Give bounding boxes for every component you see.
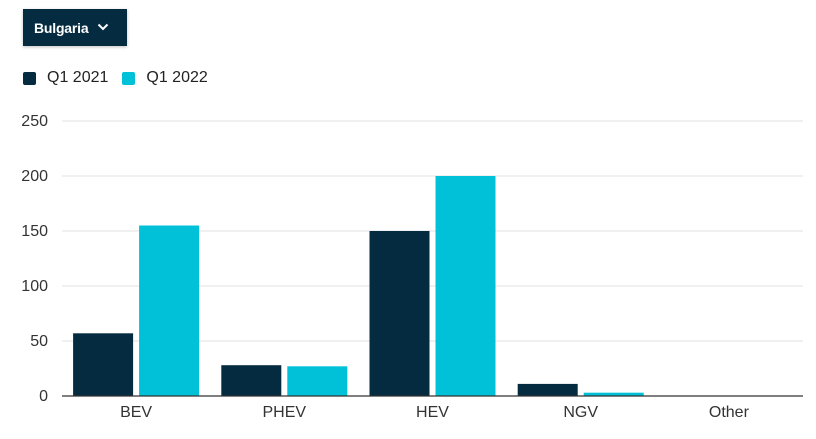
bar-ngv-q1-2022[interactable] <box>583 392 644 396</box>
bar-ngv-q1-2021[interactable] <box>517 383 578 396</box>
legend-item-q1-2022[interactable]: Q1 2022 <box>122 69 208 87</box>
y-tick-label: 250 <box>21 113 48 130</box>
bar-phev-q1-2022[interactable] <box>287 366 348 396</box>
country-dropdown[interactable]: Bulgaria <box>23 9 127 46</box>
country-dropdown-label: Bulgaria <box>34 19 89 36</box>
bar-bev-q1-2022[interactable] <box>139 225 200 397</box>
bar-phev-q1-2021[interactable] <box>221 365 282 396</box>
chart-legend: Q1 2021 Q1 2022 <box>23 69 222 87</box>
bar-bev-q1-2021[interactable] <box>73 333 134 396</box>
legend-swatch-q1-2021 <box>23 71 36 85</box>
x-tick-label: NGV <box>563 404 598 421</box>
bar-hev-q1-2021[interactable] <box>369 231 430 396</box>
x-tick-label: PHEV <box>263 404 307 421</box>
y-tick-label: 50 <box>30 333 48 350</box>
legend-label-q1-2022: Q1 2022 <box>146 69 208 86</box>
legend-item-q1-2021[interactable]: Q1 2021 <box>23 69 108 87</box>
x-tick-label: BEV <box>120 404 152 421</box>
chevron-down-icon <box>97 23 109 31</box>
y-tick-label: 0 <box>39 388 48 405</box>
x-tick-label: HEV <box>416 404 449 421</box>
legend-swatch-q1-2022 <box>122 71 136 85</box>
y-tick-label: 150 <box>21 223 48 240</box>
y-tick-label: 100 <box>21 278 48 295</box>
x-tick-label: Other <box>709 404 750 421</box>
bar-hev-q1-2022[interactable] <box>435 176 496 396</box>
y-tick-label: 200 <box>21 168 48 185</box>
legend-label-q1-2021: Q1 2021 <box>47 69 109 86</box>
